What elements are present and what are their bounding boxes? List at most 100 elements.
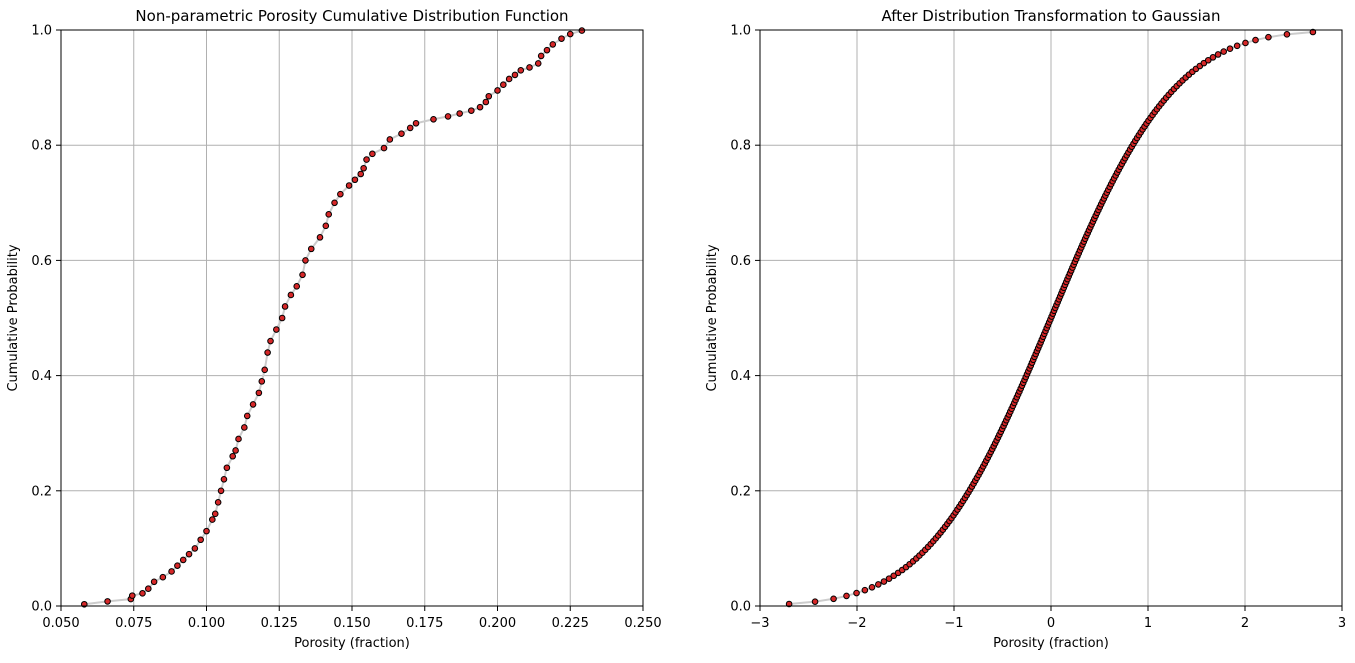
data-point	[197, 536, 204, 544]
data-point	[537, 52, 545, 60]
data-point	[830, 595, 837, 603]
data-point	[380, 144, 388, 152]
data-point	[203, 527, 210, 535]
data-point	[468, 107, 475, 114]
data-point	[398, 130, 405, 137]
data-point	[351, 176, 359, 184]
data-point	[360, 164, 367, 172]
data-point	[217, 487, 225, 495]
data-point	[543, 46, 551, 54]
data-point	[345, 182, 353, 189]
data-point	[220, 475, 228, 483]
data-point	[1226, 45, 1234, 53]
data-point	[811, 598, 819, 605]
data-point	[885, 575, 893, 582]
data-point	[534, 60, 542, 67]
data-point	[293, 283, 301, 290]
data-point	[444, 113, 452, 120]
data-point	[128, 592, 136, 599]
data-point	[150, 578, 158, 586]
chart-title: After Distribution Transformation to Gau…	[881, 7, 1220, 25]
data-point	[363, 156, 370, 163]
x-tick-label: 0.200	[479, 616, 516, 631]
data-point	[1242, 39, 1249, 47]
data-point	[287, 291, 295, 299]
data-point	[412, 120, 420, 127]
data-point	[500, 81, 507, 89]
data-point	[258, 378, 266, 385]
x-tick-label: 3	[1338, 616, 1346, 631]
y-axis-label: Cumulative Probability	[6, 244, 21, 391]
data-point	[1204, 56, 1212, 64]
x-tick-label: 0.050	[42, 616, 79, 631]
data-point	[145, 585, 152, 593]
data-point	[299, 271, 306, 279]
data-point	[511, 71, 519, 79]
y-tick-label: 1.0	[31, 24, 52, 39]
x-tick-label: 0.150	[333, 616, 370, 631]
data-point	[549, 41, 557, 48]
data-point	[430, 115, 437, 123]
x-tick-label: 0.075	[115, 616, 152, 631]
data-point	[1220, 48, 1227, 55]
data-point	[1214, 51, 1222, 58]
data-point	[1283, 31, 1291, 38]
data-point	[337, 190, 344, 198]
x-tick-label: 0.175	[406, 616, 443, 631]
x-tick-label: −3	[750, 616, 769, 631]
data-point	[241, 424, 248, 431]
x-tick-label: −1	[944, 616, 963, 631]
x-tick-label: 0.125	[261, 616, 298, 631]
y-tick-label: 0.0	[31, 600, 52, 615]
data-point	[485, 92, 493, 100]
data-point	[785, 600, 793, 608]
data-point	[861, 586, 869, 594]
data-point	[273, 326, 280, 333]
data-point	[104, 598, 111, 605]
data-point	[386, 136, 394, 143]
data-point	[302, 257, 309, 264]
data-point	[235, 435, 242, 443]
y-tick-label: 0.4	[31, 369, 52, 384]
chart-gaussian-cdf: −3 −2 −1 0 1 2 3 0.0 0.2 0.4 0.6 0.8 1.0 After Distri…	[705, 7, 1346, 651]
chart-porosity-cdf: 0.050 0.075 0.100 0.125 0.150 0.175 0.200 0.225…	[6, 7, 662, 651]
x-tick-label: 1	[1144, 616, 1152, 631]
data-point	[875, 581, 882, 588]
data-point	[232, 447, 239, 454]
y-tick-label: 0.2	[31, 484, 52, 499]
data-point	[223, 464, 231, 472]
y-tick-label: 0.6	[31, 254, 52, 269]
data-point	[505, 75, 513, 83]
data-point	[281, 303, 289, 310]
data-point	[1209, 54, 1217, 61]
data-point	[517, 67, 525, 74]
data-point	[853, 589, 860, 597]
y-tick-label: 0.2	[730, 484, 751, 499]
data-point	[139, 590, 146, 597]
data-point	[456, 110, 463, 117]
data-point	[880, 578, 888, 585]
data-point	[307, 245, 315, 253]
x-tick-label: 0.225	[552, 616, 589, 631]
y-tick-label: 0.8	[730, 139, 751, 154]
data-point	[578, 27, 586, 34]
data-point	[191, 545, 199, 552]
data-point	[1265, 33, 1272, 41]
y-axis-label: Cumulative Probability	[705, 244, 720, 391]
cdf-line	[84, 29, 583, 606]
data-point	[1233, 42, 1241, 50]
data-point	[249, 401, 257, 408]
data-point	[476, 103, 484, 111]
data-point	[558, 35, 565, 42]
data-point	[526, 64, 533, 71]
data-point	[843, 592, 850, 600]
y-tick-label: 0.8	[31, 139, 52, 154]
data-point	[229, 452, 236, 460]
data-point	[406, 124, 414, 132]
data-point	[209, 516, 216, 523]
data-point	[316, 234, 324, 241]
data-point	[369, 150, 376, 158]
data-point	[566, 30, 574, 38]
